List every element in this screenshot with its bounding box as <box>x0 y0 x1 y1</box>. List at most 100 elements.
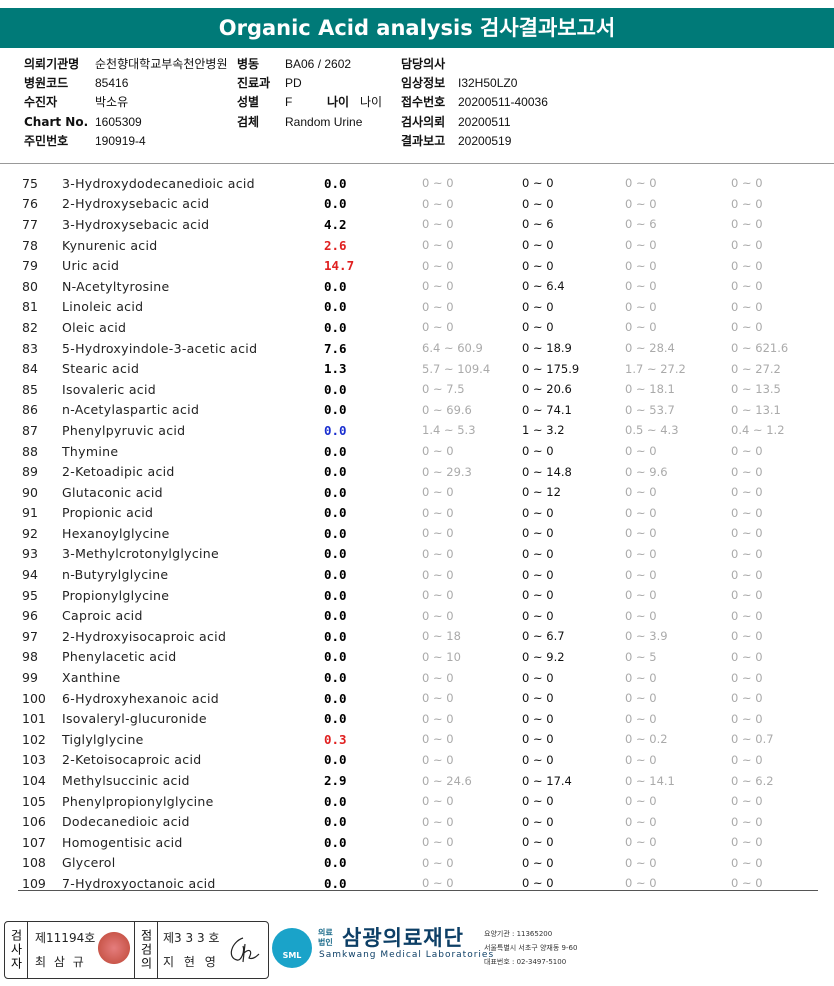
table-row: 101 Isovaleryl-glucuronide 0.0 0 ~ 0 0 ~ 0 0 … <box>22 708 811 729</box>
contact-phone: 대표번호 : 02-3497-5100 <box>484 958 567 966</box>
row-number: 107 <box>22 834 46 850</box>
reference-range-1: 0 ~ 0 <box>422 608 454 623</box>
table-row: 95 Propionylglycine 0.0 0 ~ 0 0 ~ 0 0 ~ 0 0 ~ … <box>22 585 811 606</box>
analyte-name: Propionic acid <box>62 505 154 521</box>
reference-range-2: 0 ~ 0 <box>522 835 554 850</box>
reference-range-1: 0 ~ 0 <box>422 588 454 603</box>
reference-range-2: 0 ~ 0 <box>522 588 554 603</box>
reference-range-1: 0 ~ 7.5 <box>422 382 465 397</box>
analyte-name: 6-Hydroxyhexanoic acid <box>62 690 219 706</box>
reference-range-4: 0 ~ 27.2 <box>731 361 781 376</box>
result-value: 0.0 <box>324 278 347 294</box>
analyte-name: n-Acetylaspartic acid <box>62 402 200 418</box>
request-value: 20200511 <box>458 115 511 129</box>
result-value: 0.0 <box>324 422 347 438</box>
table-row: 97 2-Hydroxyisocaproic acid 0.0 0 ~ 18 0 ~ 6… <box>22 626 811 647</box>
table-row: 102 Tiglylglycine 0.3 0 ~ 0 0 ~ 0 0 ~ 0.2 0 ~ … <box>22 729 811 750</box>
result-value: 0.0 <box>324 875 347 891</box>
reference-range-3: 0 ~ 0 <box>625 196 657 211</box>
reference-range-4: 0 ~ 0 <box>731 608 763 623</box>
tester-label: 검사자 <box>5 922 28 978</box>
reference-range-4: 0 ~ 0 <box>731 794 763 809</box>
analyte-name: Methylsuccinic acid <box>62 773 190 789</box>
row-number: 85 <box>22 381 38 397</box>
reference-range-3: 0 ~ 0 <box>625 588 657 603</box>
report-sheet: Organic Acid analysis 검사결과보고서 의뢰기관명 순천향대… <box>0 0 834 906</box>
reference-range-1: 0 ~ 0 <box>422 505 454 520</box>
reference-range-4: 0 ~ 0 <box>731 320 763 335</box>
contact-address: 서울특별시 서초구 양재동 9-60 <box>484 944 578 952</box>
row-number: 83 <box>22 340 38 356</box>
reviewer-name: 지 현 영 <box>163 955 219 969</box>
result-value: 0.0 <box>324 299 347 315</box>
result-value: 0.0 <box>324 175 347 191</box>
reference-range-4: 0 ~ 0 <box>731 238 763 253</box>
table-row: 77 3-Hydroxysebacic acid 4.2 0 ~ 0 0 ~ 6 0 ~ … <box>22 214 811 235</box>
reference-range-1: 6.4 ~ 60.9 <box>422 341 483 356</box>
result-value: 0.0 <box>324 319 347 335</box>
reference-range-3: 0 ~ 0 <box>625 526 657 541</box>
table-row: 89 2-Ketoadipic acid 0.0 0 ~ 29.3 0 ~ 14.8 0 … <box>22 461 811 482</box>
analyte-name: Kynurenic acid <box>62 237 158 253</box>
reference-range-3: 0 ~ 0 <box>625 752 657 767</box>
reference-range-1: 0 ~ 0 <box>422 526 454 541</box>
reference-range-3: 0 ~ 0 <box>625 567 657 582</box>
reference-range-3: 0 ~ 3.9 <box>625 629 668 644</box>
analyte-name: Propionylglycine <box>62 587 170 603</box>
analyte-name: 7-Hydroxyoctanoic acid <box>62 875 216 891</box>
row-number: 80 <box>22 278 38 294</box>
reference-range-1: 0 ~ 0 <box>422 196 454 211</box>
row-number: 78 <box>22 237 38 253</box>
row-number: 82 <box>22 319 38 335</box>
sex-label: 성별 <box>237 95 260 109</box>
clinical-value: I32H50LZ0 <box>458 76 518 90</box>
analyte-name: N-Acetyltyrosine <box>62 278 170 294</box>
reference-range-2: 0 ~ 6.7 <box>522 629 565 644</box>
reference-range-3: 1.7 ~ 27.2 <box>625 361 686 376</box>
reference-range-2: 0 ~ 0 <box>522 876 554 891</box>
reference-range-3: 0 ~ 0 <box>625 279 657 294</box>
row-number: 93 <box>22 546 38 562</box>
analyte-name: Isovaleryl-glucuronide <box>62 711 207 727</box>
table-row: 82 Oleic acid 0.0 0 ~ 0 0 ~ 0 0 ~ 0 0 ~ 0 <box>22 317 811 338</box>
reference-range-4: 0 ~ 13.1 <box>731 402 781 417</box>
reference-range-3: 0 ~ 0 <box>625 485 657 500</box>
reference-range-1: 0 ~ 0 <box>422 279 454 294</box>
reference-range-1: 0 ~ 0 <box>422 732 454 747</box>
reference-range-2: 0 ~ 0 <box>522 732 554 747</box>
signature-box: 검사자 제11194호 최 삼 규 점검의 제3 3 3 호 지 현 영 <box>4 921 269 979</box>
reference-range-2: 0 ~ 0 <box>522 238 554 253</box>
reference-range-1: 0 ~ 24.6 <box>422 773 472 788</box>
result-value: 0.0 <box>324 546 347 562</box>
reference-range-4: 0 ~ 0 <box>731 526 763 541</box>
reference-range-4: 0.4 ~ 1.2 <box>731 423 785 438</box>
reference-range-2: 0 ~ 0 <box>522 855 554 870</box>
result-value: 0.0 <box>324 814 347 830</box>
table-row: 109 7-Hydroxyoctanoic acid 0.0 0 ~ 0 0 ~ 0 0 … <box>22 873 811 894</box>
reference-range-4: 0 ~ 621.6 <box>731 341 789 356</box>
table-row: 96 Caproic acid 0.0 0 ~ 0 0 ~ 0 0 ~ 0 0 ~ 0 <box>22 605 811 626</box>
analyte-name: Isovaleric acid <box>62 381 156 397</box>
analyte-name: 2-Hydroxysebacic acid <box>62 196 210 212</box>
row-number: 84 <box>22 361 38 377</box>
reference-range-2: 0 ~ 0 <box>522 691 554 706</box>
row-number: 94 <box>22 567 38 583</box>
analyte-name: Tiglylglycine <box>62 731 144 747</box>
header-divider <box>0 163 834 164</box>
result-value: 0.0 <box>324 855 347 871</box>
result-value: 14.7 <box>324 258 355 274</box>
reference-range-2: 0 ~ 0 <box>522 176 554 191</box>
reference-range-4: 0 ~ 0 <box>731 279 763 294</box>
reference-range-3: 0 ~ 5 <box>625 649 657 664</box>
reference-range-4: 0 ~ 0 <box>731 258 763 273</box>
reference-range-2: 0 ~ 12 <box>522 485 561 500</box>
table-row: 78 Kynurenic acid 2.6 0 ~ 0 0 ~ 0 0 ~ 0 0 ~ 0 <box>22 235 811 256</box>
reference-range-4: 0 ~ 0 <box>731 711 763 726</box>
result-value: 0.0 <box>324 834 347 850</box>
result-value: 2.9 <box>324 773 347 789</box>
result-value: 4.2 <box>324 216 347 232</box>
tester-name: 최 삼 규 <box>35 955 86 969</box>
reference-range-4: 0 ~ 0 <box>731 691 763 706</box>
table-bottom-rule <box>18 890 818 891</box>
patient-label: 수진자 <box>24 95 58 109</box>
